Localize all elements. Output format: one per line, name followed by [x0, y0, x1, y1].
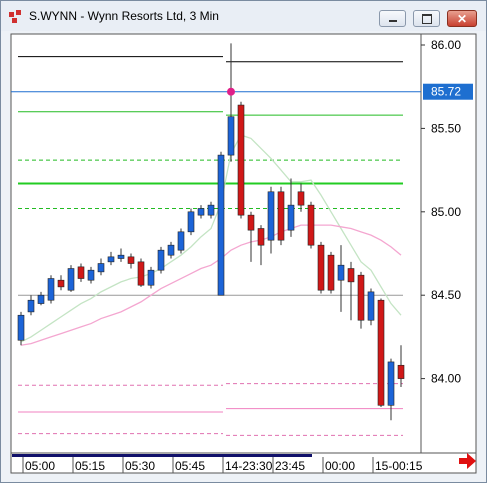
candle-body — [17, 314, 25, 341]
moving-average — [20, 224, 402, 346]
candle-body — [247, 214, 255, 231]
candle-body — [167, 244, 175, 256]
candle-body — [187, 211, 195, 233]
candle-body — [357, 274, 365, 321]
candle-body — [197, 208, 205, 216]
price-alert-marker — [227, 87, 235, 96]
close-button[interactable]: ✕ — [447, 10, 477, 27]
candle-body — [367, 291, 375, 321]
title-bar: S.WYNN - Wynn Resorts Ltd, 3 Min ✕ — [1, 1, 486, 31]
x-tick-label: 05:00 — [25, 459, 55, 473]
time-scrollbar — [12, 454, 312, 457]
candle-body — [97, 263, 105, 273]
y-tick-label: 86.00 — [431, 38, 461, 52]
candle-body — [147, 269, 155, 286]
candle-body — [127, 256, 135, 264]
x-tick-label: 00:00 — [325, 459, 355, 473]
x-tick-label: 05:45 — [175, 459, 205, 473]
candle-body — [337, 264, 345, 281]
candle-body — [47, 278, 55, 301]
moving-average — [20, 134, 402, 343]
y-tick-label: 85.50 — [431, 121, 461, 135]
last-price-label: 85.72 — [431, 85, 461, 99]
minimize-button[interactable] — [379, 10, 406, 27]
x-tick-label: 05:30 — [125, 459, 155, 473]
candle-body — [57, 279, 65, 288]
chart: 84.00 84.50 85.00 85.50 86.00 85.72 05:00 05:15… — [10, 33, 477, 474]
candle-body — [277, 191, 285, 241]
y-tick-label: 85.00 — [431, 205, 461, 219]
candle-body — [297, 191, 305, 206]
candle-body — [237, 104, 245, 216]
candle-body — [347, 268, 355, 283]
candle-body — [287, 204, 295, 231]
candle-body — [307, 204, 315, 246]
y-tick-label: 84.00 — [431, 372, 461, 386]
candle-body — [377, 299, 385, 406]
candle-body — [227, 116, 235, 156]
plot-area — [10, 33, 422, 454]
candle-body — [107, 256, 115, 263]
candle-body — [77, 266, 85, 279]
candle-body — [87, 269, 95, 281]
candle-body — [37, 294, 45, 304]
candle-body — [67, 268, 75, 291]
time-axis — [10, 452, 477, 474]
candle-body — [327, 254, 335, 291]
app-icon — [9, 10, 21, 23]
candle-body — [137, 261, 145, 286]
x-tick-label: 14-23:30 — [225, 459, 273, 473]
window-title: S.WYNN - Wynn Resorts Ltd, 3 Min — [29, 9, 219, 23]
x-tick-label: 23:45 — [275, 459, 305, 473]
candle-body — [157, 249, 165, 271]
candle-body — [117, 254, 125, 259]
x-tick-label: 15-00:15 — [375, 459, 423, 473]
maximize-button[interactable] — [413, 10, 440, 27]
scroll-arrow[interactable] — [459, 453, 476, 469]
x-tick-label: 05:15 — [75, 459, 105, 473]
last-price-box — [423, 83, 473, 100]
candle-body — [267, 191, 275, 241]
candle-body — [177, 231, 185, 251]
price-axis — [420, 33, 477, 454]
candle-body — [387, 361, 395, 406]
candle-body — [217, 154, 225, 296]
candle-body — [207, 204, 215, 216]
candle-body — [317, 244, 325, 291]
y-tick-label: 84.50 — [431, 288, 461, 302]
candle-body — [27, 299, 35, 313]
candle-body — [257, 228, 265, 246]
candle-body — [397, 364, 405, 379]
